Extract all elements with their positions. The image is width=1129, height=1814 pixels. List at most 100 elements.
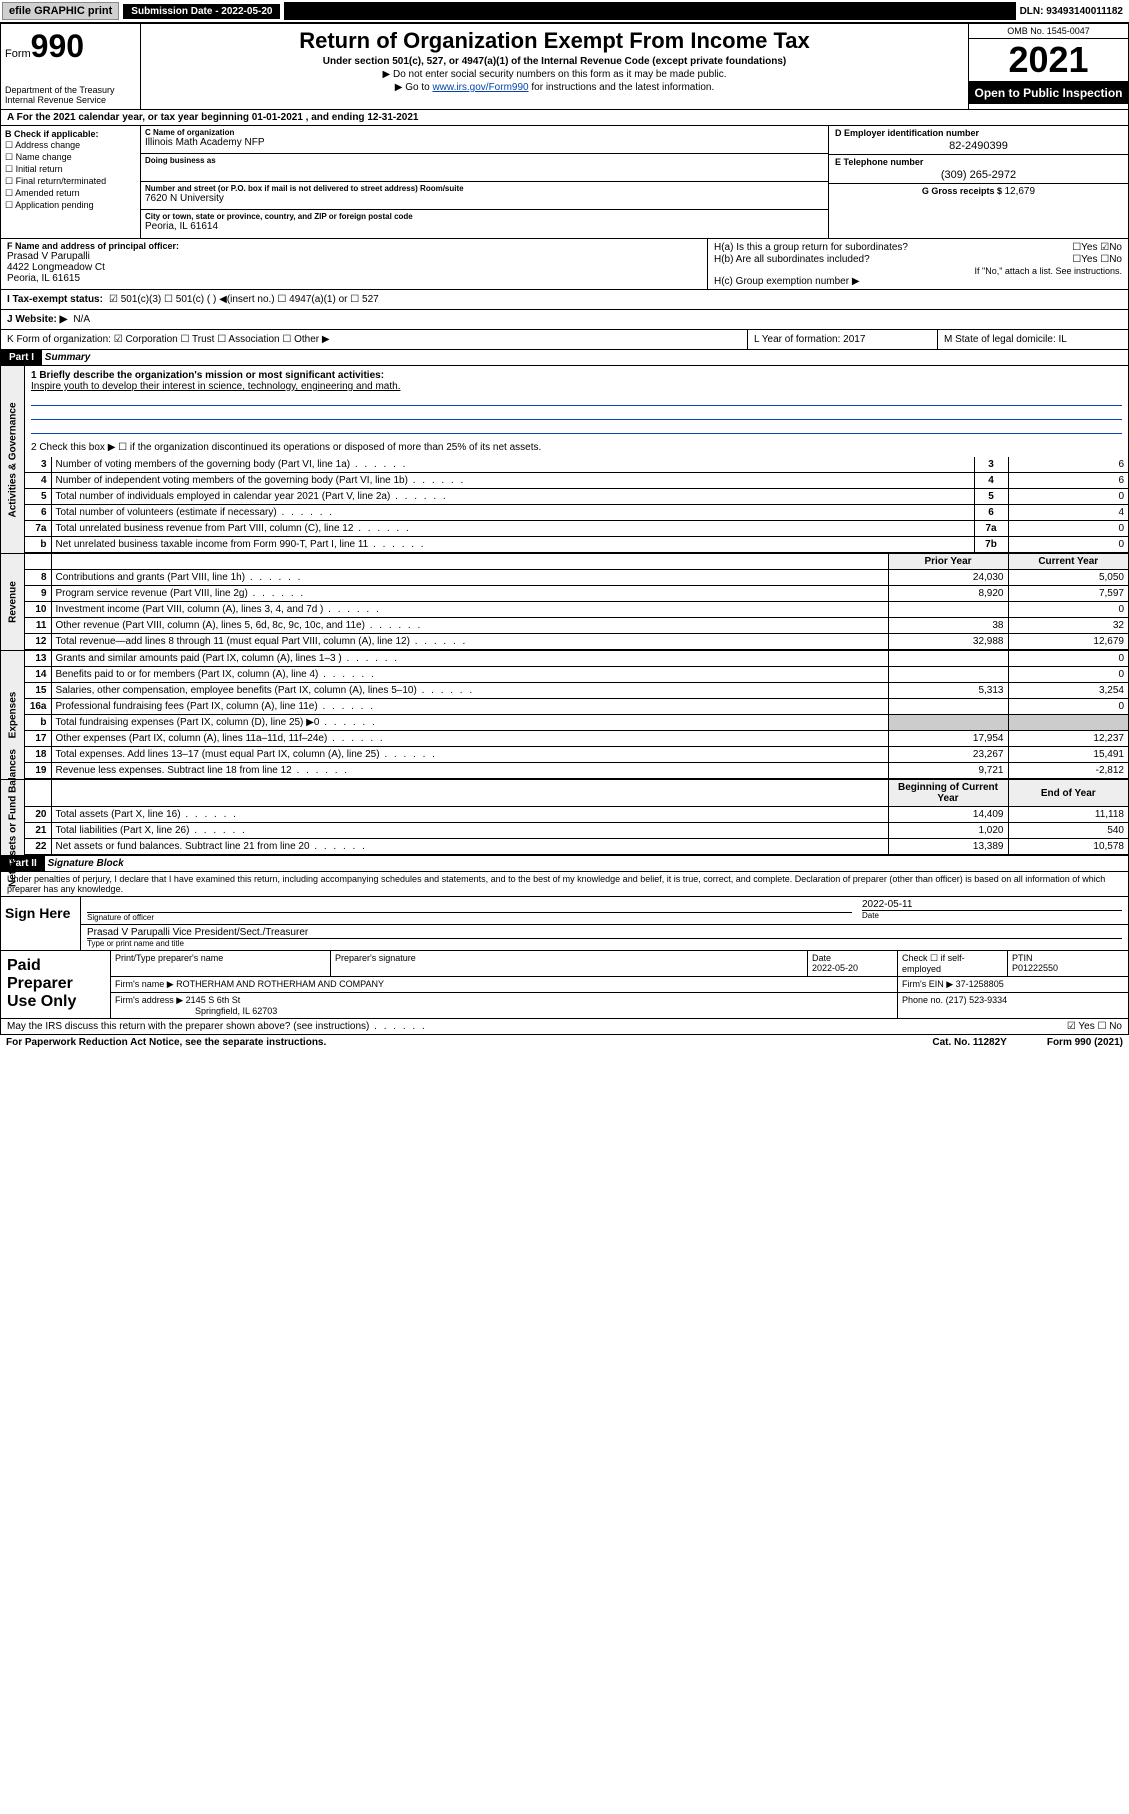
chk-amended[interactable]: ☐ Amended return — [5, 188, 136, 199]
gov-table: 3Number of voting members of the governi… — [25, 457, 1128, 553]
gross-receipts: 12,679 — [1004, 186, 1035, 197]
ptin: P01222550 — [1012, 963, 1124, 973]
ein-lbl: D Employer identification number — [835, 128, 1122, 138]
subtitle-2: ▶ Do not enter social security numbers o… — [147, 69, 962, 80]
uline — [31, 408, 1122, 420]
part1-hdr-row: Part I Summary — [0, 350, 1129, 366]
mission-text: Inspire youth to develop their interest … — [31, 381, 1122, 392]
uline — [31, 422, 1122, 434]
part2-title: Signature Block — [48, 858, 124, 869]
firm-ein-lbl: Firm's EIN ▶ — [902, 979, 953, 989]
hb-q: H(b) Are all subordinates included? — [714, 254, 870, 265]
submission-date: Submission Date - 2022-05-20 — [123, 4, 280, 19]
col-b: B Check if applicable: ☐ Address change … — [1, 126, 141, 238]
officer-addr1: 4422 Longmeadow Ct — [7, 262, 701, 273]
gross-lbl: G Gross receipts $ — [922, 186, 1005, 196]
website: N/A — [73, 314, 90, 325]
officer-name: Prasad V Parupalli — [7, 251, 701, 262]
prep-name-hdr: Print/Type preparer's name — [111, 951, 331, 976]
row-j: J Website: ▶ N/A — [0, 310, 1129, 330]
sidebar-gov: Activities & Governance — [7, 402, 18, 517]
firm-name: ROTHERHAM AND ROTHERHAM AND COMPANY — [176, 979, 384, 989]
j-lbl: J Website: ▶ — [7, 314, 67, 325]
firm-phone: (217) 523-9334 — [946, 995, 1008, 1005]
ein: 82-2490399 — [835, 140, 1122, 152]
chk-initial[interactable]: ☐ Initial return — [5, 164, 136, 175]
form-title: Return of Organization Exempt From Incom… — [147, 28, 962, 54]
prep-date-hdr: Date — [812, 953, 893, 963]
top-bar: efile GRAPHIC print Submission Date - 20… — [0, 0, 1129, 23]
chk-pending[interactable]: ☐ Application pending — [5, 200, 136, 211]
sidebar-na: Net Assets or Fund Balances — [7, 748, 18, 886]
part1-badge: Part I — [1, 350, 42, 365]
k-form-org[interactable]: K Form of organization: ☑ Corporation ☐ … — [1, 330, 748, 349]
hb-note: If "No," attach a list. See instructions… — [714, 266, 1122, 276]
officer-signature[interactable] — [87, 899, 852, 913]
section-expenses: Expenses 13Grants and similar amounts pa… — [0, 651, 1129, 780]
firm-lbl: Firm's name ▶ — [115, 979, 174, 989]
row-i: I Tax-exempt status: ☑ 501(c)(3) ☐ 501(c… — [0, 290, 1129, 310]
chk-name[interactable]: ☐ Name change — [5, 152, 136, 163]
irs-link[interactable]: www.irs.gov/Form990 — [432, 82, 528, 93]
phone-lbl: Phone no. — [902, 995, 943, 1005]
i-lbl: I Tax-exempt status: — [7, 294, 103, 305]
hb-ans[interactable]: ☐Yes ☐No — [1072, 254, 1122, 265]
firm-addr1: 2145 S 6th St — [186, 995, 241, 1005]
officer-printed: Prasad V Parupalli Vice President/Sect./… — [87, 927, 1122, 939]
open-inspection: Open to Public Inspection — [969, 82, 1128, 104]
city: Peoria, IL 61614 — [145, 221, 824, 232]
i-opts[interactable]: ☑ 501(c)(3) ☐ 501(c) ( ) ◀(insert no.) ☐… — [109, 294, 379, 305]
spacer — [284, 2, 1015, 20]
officer-addr2: Peoria, IL 61615 — [7, 273, 701, 284]
firm-addr2: Springfield, IL 62703 — [195, 1006, 277, 1016]
sidebar-exp: Expenses — [7, 692, 18, 739]
firm-ein: 37-1258805 — [956, 979, 1004, 989]
declaration: Under penalties of perjury, I declare th… — [1, 872, 1128, 897]
date-lbl: Date — [862, 911, 1122, 920]
officer-lbl: F Name and address of principal officer: — [7, 241, 701, 251]
prep-date: 2022-05-20 — [812, 963, 893, 973]
name-lbl: C Name of organization — [145, 128, 824, 137]
col-c: C Name of organizationIllinois Math Acad… — [141, 126, 828, 238]
m-state: M State of legal domicile: IL — [938, 330, 1128, 349]
q2[interactable]: 2 Check this box ▶ ☐ if the organization… — [31, 442, 1122, 453]
prep-sig-hdr: Preparer's signature — [331, 951, 808, 976]
ha-ans[interactable]: ☐Yes ☑No — [1072, 242, 1122, 253]
efile-btn[interactable]: efile GRAPHIC print — [2, 2, 119, 20]
cat-no: Cat. No. 11282Y — [932, 1037, 1006, 1048]
subtitle-3: ▶ Go to www.irs.gov/Form990 for instruct… — [147, 82, 962, 93]
firm-addr-lbl: Firm's address ▶ — [115, 995, 183, 1005]
prep-lbl: Paid Preparer Use Only — [1, 951, 111, 1018]
section-governance: Activities & Governance 1 Briefly descri… — [0, 366, 1129, 554]
dln: DLN: 93493140011182 — [1020, 6, 1127, 17]
q1: 1 Briefly describe the organization's mi… — [31, 370, 1122, 381]
row-f: F Name and address of principal officer:… — [0, 239, 1129, 290]
omb: OMB No. 1545-0047 — [969, 24, 1128, 39]
dept: Department of the Treasury Internal Reve… — [5, 85, 136, 105]
section-revenue: Revenue Prior YearCurrent Year8Contribut… — [0, 554, 1129, 651]
na-table: Beginning of Current YearEnd of Year20To… — [25, 780, 1128, 855]
part1-title: Summary — [45, 352, 91, 363]
org-name: Illinois Math Academy NFP — [145, 137, 824, 148]
discuss-ans[interactable]: ☑ Yes ☐ No — [1067, 1021, 1122, 1032]
col-b-hdr: B Check if applicable: — [5, 129, 136, 139]
chk-final[interactable]: ☐ Final return/terminated — [5, 176, 136, 187]
sidebar-rev: Revenue — [7, 581, 18, 623]
dba-lbl: Doing business as — [145, 156, 824, 165]
hc: H(c) Group exemption number ▶ — [714, 276, 1122, 287]
prep-selfemp[interactable]: Check ☐ if self-employed — [898, 951, 1008, 976]
chk-address[interactable]: ☐ Address change — [5, 140, 136, 151]
tax-year: 2021 — [969, 39, 1128, 82]
col-de: D Employer identification number 82-24903… — [828, 126, 1128, 238]
section-bcde: B Check if applicable: ☐ Address change … — [0, 126, 1129, 239]
pra-row: For Paperwork Reduction Act Notice, see … — [0, 1035, 1129, 1050]
city-lbl: City or town, state or province, country… — [145, 212, 824, 221]
ha-q: H(a) Is this a group return for subordin… — [714, 242, 908, 253]
exp-table: 13Grants and similar amounts paid (Part … — [25, 651, 1128, 779]
discuss-q: May the IRS discuss this return with the… — [7, 1021, 427, 1032]
section-netassets: Net Assets or Fund Balances Beginning of… — [0, 780, 1129, 856]
ptin-lbl: PTIN — [1012, 953, 1124, 963]
pra-notice: For Paperwork Reduction Act Notice, see … — [6, 1037, 326, 1048]
form-number: Form990 — [5, 28, 136, 65]
street: 7620 N University — [145, 193, 824, 204]
